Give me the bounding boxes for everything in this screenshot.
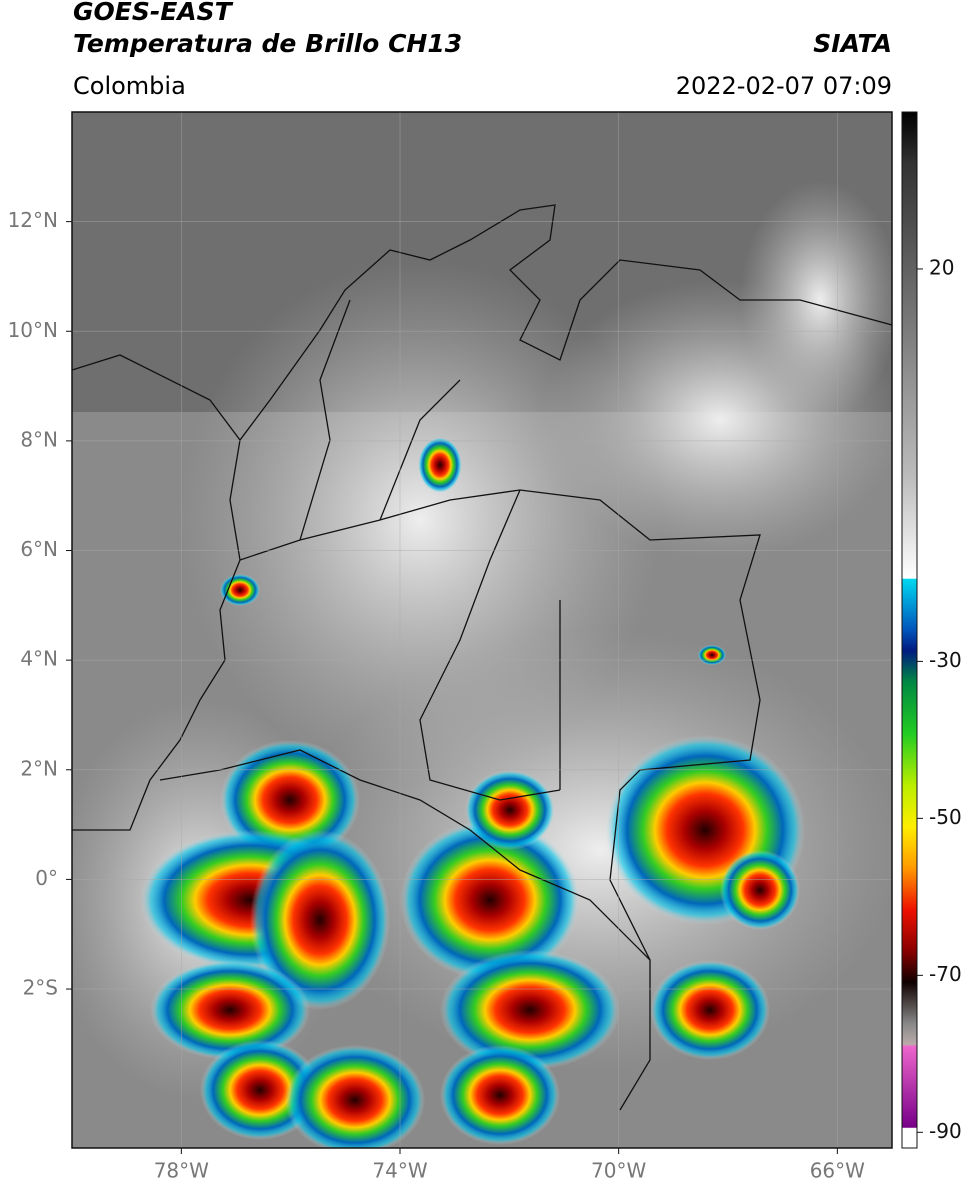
y-tick-label: 12°N — [8, 208, 58, 232]
y-tick-label: 0° — [35, 866, 58, 890]
colorbar-tick-label: -70 — [929, 962, 962, 986]
source: SIATA — [813, 29, 892, 58]
x-tick-label: 74°W — [372, 1159, 427, 1183]
subtitle: Temperatura de Brillo CH13 — [73, 29, 462, 58]
y-tick-label: 2°N — [20, 756, 58, 780]
y-tick-label: 6°N — [20, 537, 58, 561]
colorbar-tick-label: -30 — [929, 648, 962, 672]
colorbar — [901, 111, 918, 1149]
colorbar-tick-label: -90 — [929, 1119, 962, 1143]
colorbar-tick-label: 20 — [929, 255, 954, 279]
x-tick-label: 78°W — [154, 1159, 209, 1183]
y-tick-label: 8°N — [20, 427, 58, 451]
y-tick-label: 2°S — [23, 976, 58, 1000]
x-tick-label: 66°W — [810, 1159, 865, 1183]
colorbar-tick-label: -50 — [929, 805, 962, 829]
x-tick-label: 70°W — [591, 1159, 646, 1183]
map-image — [72, 112, 892, 1148]
y-tick-label: 4°N — [20, 647, 58, 671]
region: Colombia — [73, 72, 186, 100]
map-frame — [71, 111, 893, 1149]
title: GOES-EAST — [73, 0, 234, 26]
datetime: 2022-02-07 07:09 — [676, 72, 892, 100]
y-tick-label: 10°N — [8, 318, 58, 342]
